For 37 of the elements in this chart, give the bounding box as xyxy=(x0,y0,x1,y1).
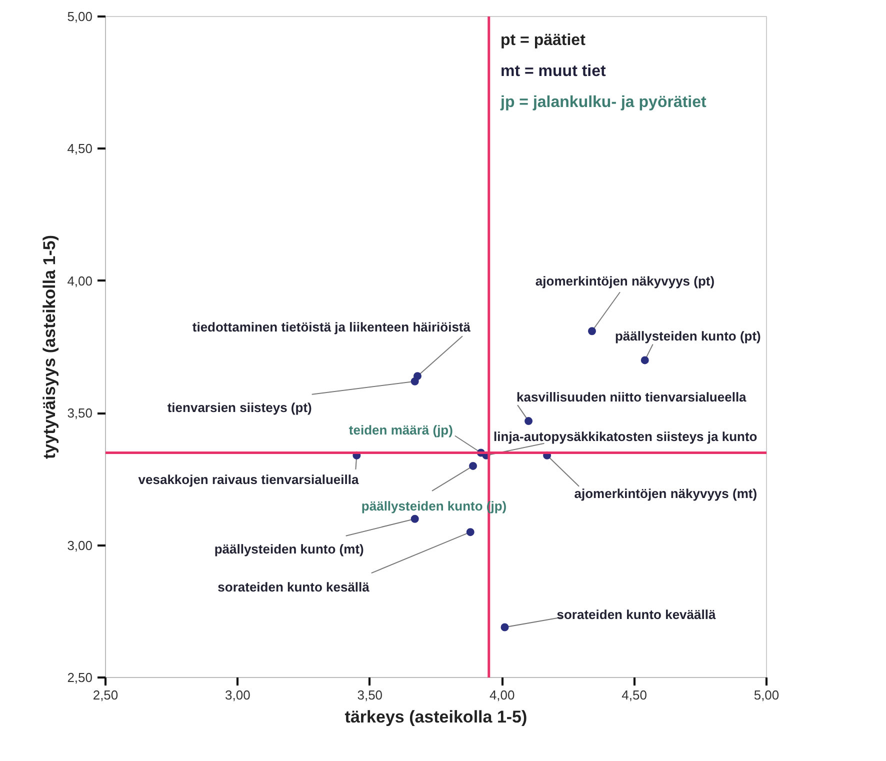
data-label: tiedottaminen tietöistä ja liikenteen häiriöistä xyxy=(192,320,472,335)
data-label: päällysteiden kunto (mt) xyxy=(214,541,364,556)
x-tick-label: 4,50 xyxy=(622,688,647,702)
data-label: teiden määrä (jp) xyxy=(348,422,453,438)
x-tick-label: 3,50 xyxy=(357,688,383,702)
y-tick-label: 4,00 xyxy=(67,273,93,288)
y-tick-label: 2,50 xyxy=(67,670,93,685)
point xyxy=(466,528,474,536)
data-label: ajomerkintöjen näkyvyys (pt) xyxy=(535,274,715,289)
annotation: pt = päätiet xyxy=(500,32,586,49)
data-label: ajomerkintöjen näkyvyys (mt) xyxy=(574,486,758,501)
y-axis-title: tyytyväisyys (asteikolla 1-5) xyxy=(40,235,60,459)
data-label: tienvarsien siisteys (pt) xyxy=(167,400,312,415)
point xyxy=(410,514,419,523)
x-tick-label: 5,00 xyxy=(754,688,780,702)
y-tick-label: 3,50 xyxy=(67,406,93,421)
x-tick-label: 2,50 xyxy=(92,688,118,702)
x-tick-label: 4,00 xyxy=(489,688,515,702)
point xyxy=(640,356,649,364)
x-axis-title: tärkeys (asteikolla 1-5) xyxy=(344,708,528,726)
annotation: mt = muut tiet xyxy=(500,63,607,80)
data-label: sorateiden kunto kesällä xyxy=(218,580,370,595)
y-tick-label: 4,50 xyxy=(67,141,93,156)
data-label: linja-autopysäkkikatosten siisteys ja kunto xyxy=(494,428,758,444)
data-label: kasvillisuuden niitto tienvarsialueella xyxy=(516,390,748,405)
data-label: vesakkojen raivaus tienvarsialueilla xyxy=(138,472,360,487)
point xyxy=(524,417,533,426)
x-tick-label: 3,00 xyxy=(225,688,250,702)
data-label: sorateiden kunto keväällä xyxy=(556,606,716,622)
data-label: päällysteiden kunto (pt) xyxy=(614,328,761,344)
annotation: jp = jalankulku- ja pyörätiet xyxy=(500,94,708,111)
point xyxy=(500,623,509,632)
point xyxy=(410,377,419,386)
y-tick-label: 5,00 xyxy=(67,9,93,24)
point xyxy=(469,462,478,470)
y-tick-label: 3,00 xyxy=(67,538,93,553)
point xyxy=(588,327,596,336)
